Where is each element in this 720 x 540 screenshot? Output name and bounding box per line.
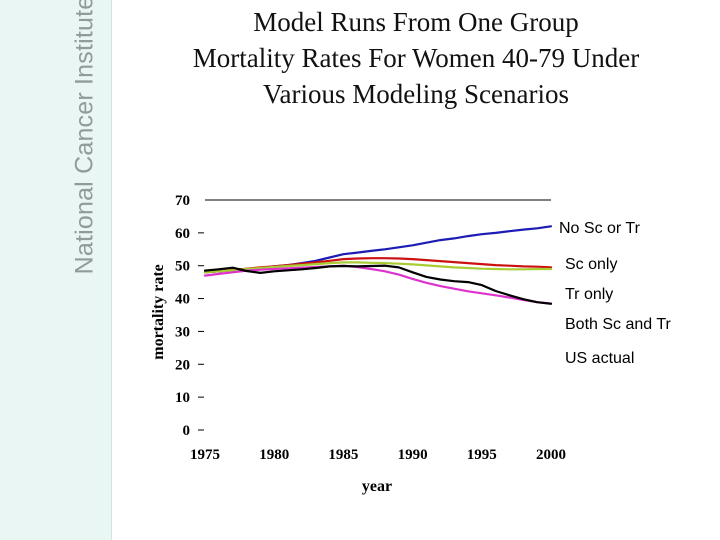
y-tick-label: 30 [175,324,190,340]
y-tick-label: 70 [175,193,190,209]
slide-title: Model Runs From One Group Mortality Rate… [112,4,720,112]
title-line-1: Model Runs From One Group [253,7,579,37]
sidebar-panel [0,0,112,540]
x-tick-label: 1995 [467,447,497,463]
x-tick-label: 1990 [398,447,428,463]
sidebar-divider [111,0,112,540]
x-tick-label: 1985 [328,447,358,463]
y-tick-label: 40 [175,292,190,308]
series-line-both-sc-and-tr [203,264,553,305]
y-axis-title: mortality rate [150,264,167,360]
y-tick-label: 10 [175,390,190,406]
legend-label-tr-only: Tr only [565,286,613,303]
x-tick-label: 2000 [536,447,566,463]
series-line-tr-only [203,261,553,274]
title-line-3: Various Modeling Scenarios [263,79,569,109]
y-tick-label: 50 [175,259,190,275]
legend-label-us-actual: US actual [565,350,634,367]
x-axis-title: year [362,478,392,495]
y-tick-label: 20 [175,357,190,373]
y-tick-label: 60 [175,226,190,242]
x-tick-label: 1975 [190,447,220,463]
y-tick-label: 0 [183,423,191,439]
legend-label-both-sc-and-tr: Both Sc and Tr [565,316,672,333]
title-line-2: Mortality Rates For Women 40-79 Under [192,43,640,73]
x-tick-label: 1980 [259,447,289,463]
legend-label-no-sc-or-tr: No Sc or Tr [559,220,641,237]
series-line-us-actual [203,264,553,305]
legend-label-sc-only: Sc only [565,256,617,273]
